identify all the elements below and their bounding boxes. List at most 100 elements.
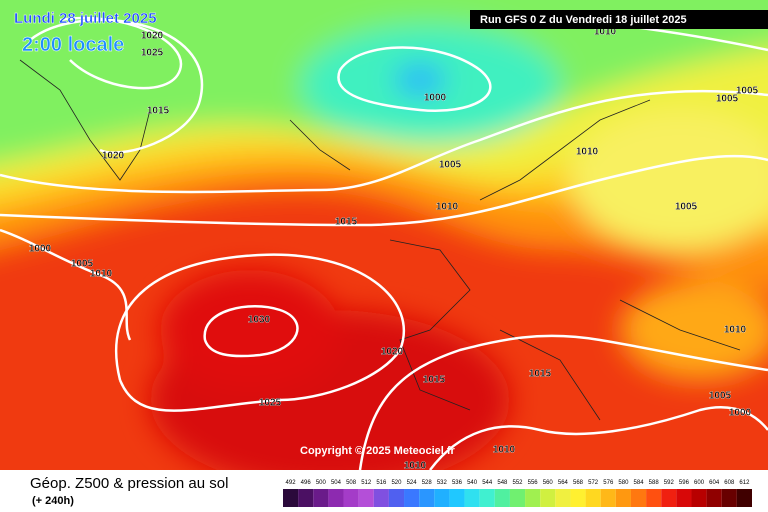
forecast-date: Lundi 28 juillet 2025 [14,10,157,27]
isobar [429,406,768,470]
isobar [0,89,768,194]
legend-swatch [419,489,435,507]
legend-label: 576 [603,480,614,486]
legend: 492 496 500 504 508 512 516 520 524 528 532 536 540 5… [283,480,752,507]
legend-swatch [570,489,586,507]
isobar-label: 1025 [259,398,282,409]
legend-swatch [449,489,465,507]
isobar-label: 1015 [335,217,358,228]
isobar-label: 1010 [90,269,113,280]
legend-label: 496 [301,480,312,486]
isobar-label: 1000 [424,93,447,104]
legend-label: 596 [679,480,690,486]
legend-swatch [706,489,722,507]
legend-label: 508 [346,480,357,486]
isobar-label: 1005 [71,259,94,270]
legend-label: 568 [573,480,584,486]
isobar-label: 1005 [439,160,462,171]
isobar-label: 1010 [436,202,459,213]
legend-swatch [388,489,405,507]
isobar-label: 1010 [493,445,516,456]
run-box [470,10,768,29]
legend-swatch [283,489,299,507]
isobar-label: 1020 [381,347,404,358]
isobar-label: 1005 [736,86,759,97]
legend-label: 588 [649,480,660,486]
legend-label: 584 [634,480,645,486]
legend-swatch [509,489,526,507]
legend-label: 512 [361,480,372,486]
copyright: Copyright © 2025 Meteociel.fr [300,445,456,457]
legend-swatch [373,489,389,507]
legend-swatch [464,489,480,507]
isobar [29,18,204,154]
legend-label: 560 [543,480,554,486]
legend-swatch [479,489,495,507]
isobar-labels: 1020102510151020100010051010101510101005… [29,26,759,472]
legend-label: 520 [391,480,402,486]
isobar-label: 1005 [709,391,732,402]
isobar-label: 1010 [404,461,427,472]
legend-label: 600 [694,480,705,486]
legend-swatch [736,489,752,507]
legend-label: 536 [452,480,463,486]
isobar [337,46,492,112]
legend-swatch [721,489,737,507]
isobar-label: 1015 [529,369,552,380]
legend-label: 604 [709,480,720,486]
isobar-label: 1015 [423,375,446,386]
legend-label: 540 [467,480,478,486]
isobar-label: 1010 [576,147,599,158]
isobar [203,305,299,358]
isobar [0,154,768,227]
legend-label: 612 [739,480,750,486]
isobar-label: 1015 [147,106,170,117]
legend-swatch [313,489,329,507]
legend-swatch [676,489,692,507]
isobar-label: 1000 [729,408,752,419]
isobar-label: 1005 [675,202,698,213]
legend-swatch [600,489,616,507]
isobar [358,334,768,470]
legend-label: 608 [724,480,735,486]
isobar-label: 1020 [102,151,125,162]
legend-label: 500 [316,480,327,486]
run-info: Run GFS 0 Z du Vendredi 18 juillet 2025 [480,14,687,26]
legend-swatch [646,489,662,507]
legend-swatch [358,489,374,507]
legend-label: 556 [528,480,539,486]
legend-label: 564 [558,480,569,486]
legend-label: 552 [512,480,523,486]
isobar-label: 1030 [248,315,271,326]
legend-swatch [494,489,510,507]
legend-label: 572 [588,480,599,486]
legend-swatch [298,489,314,507]
legend-swatch [328,489,344,507]
footer-title: Géop. Z500 & pression au sol [30,475,228,492]
isobar-label: 1025 [141,48,164,59]
coastline [19,59,741,421]
legend-swatch [661,489,677,507]
legend-label: 492 [286,480,297,486]
legend-label: 528 [422,480,433,486]
isobar [114,253,406,412]
legend-swatch [525,489,541,507]
isobar-label: 1010 [594,27,617,38]
legend-label: 532 [437,480,448,486]
legend-label: 516 [376,480,387,486]
legend-swatch [630,489,647,507]
legend-label: 544 [482,480,493,486]
legend-swatch [343,489,359,507]
legend-swatch [555,489,571,507]
forecast-time: 2:00 locale [22,34,124,56]
legend-swatch [434,489,450,507]
isobar-label: 1020 [141,31,164,42]
legend-label: 592 [664,480,675,486]
legend-label: 580 [618,480,629,486]
field [0,0,768,470]
legend-swatch [404,489,420,507]
legend-label: 524 [407,480,418,486]
legend-swatch [615,489,631,507]
isobar-label: 1010 [724,325,747,336]
